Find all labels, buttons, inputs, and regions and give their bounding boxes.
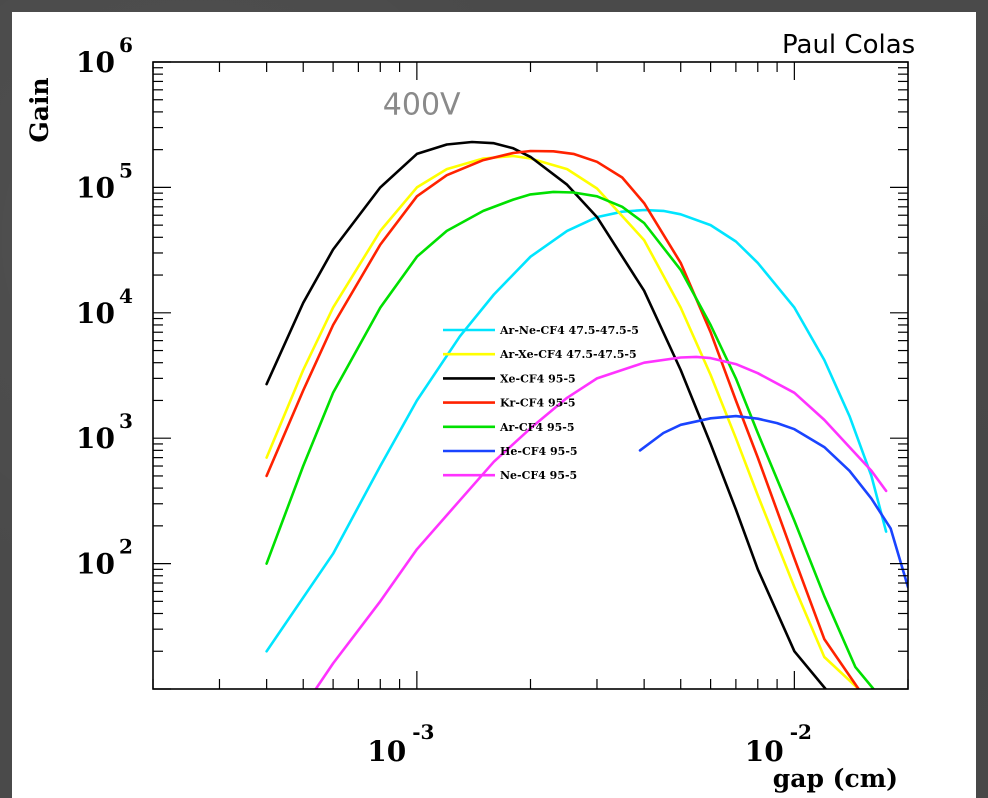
y-axis-label: Gain: [25, 77, 54, 142]
series-line-1: [265, 208, 888, 653]
legend: Ar-Ne-CF4 47.5-47.5-5 Ar-Xe-CF4 47.5-47.5…: [443, 324, 639, 482]
gain-vs-gap-chart: Paul Colas Gain gap (cm) 10-3 10-2 102 103 1…: [25, 30, 915, 793]
slide: Paul Colas Gain gap (cm) 10-3 10-2 102 103 1…: [12, 12, 976, 798]
series-line-3: [265, 140, 827, 689]
series-line-4: [265, 149, 860, 689]
legend-entry-7: Ne-CF4 95-5: [500, 469, 577, 482]
series-line-5: [265, 190, 875, 689]
series-line-7: [314, 355, 888, 689]
x-tick-label-1: 10-3: [367, 720, 434, 768]
y-tick-label-5: 106: [76, 33, 133, 79]
y-tick-label-4: 105: [76, 158, 133, 204]
legend-entry-2: Ar-Xe-CF4 47.5-47.5-5: [499, 348, 637, 361]
author-credit: Paul Colas: [782, 30, 915, 60]
tick-marks: [152, 61, 909, 690]
x-tick-label-2: 10-2: [745, 720, 812, 768]
voltage-annotation: 400V: [383, 88, 461, 123]
legend-entry-4: Kr-CF4 95-5: [500, 397, 576, 410]
legend-entry-6: He-CF4 95-5: [500, 445, 578, 458]
series-line-6: [638, 414, 908, 589]
legend-entry-3: Xe-CF4 95-5: [500, 372, 576, 385]
legend-entry-1: Ar-Ne-CF4 47.5-47.5-5: [499, 324, 639, 337]
y-tick-label-3: 104: [76, 284, 133, 330]
x-axis-label: gap (cm): [773, 764, 898, 793]
legend-entry-5: Ar-CF4 95-5: [499, 421, 574, 434]
series-line-2: [265, 154, 860, 689]
y-tick-label-1: 102: [76, 535, 133, 581]
y-tick-label-2: 103: [76, 409, 133, 455]
